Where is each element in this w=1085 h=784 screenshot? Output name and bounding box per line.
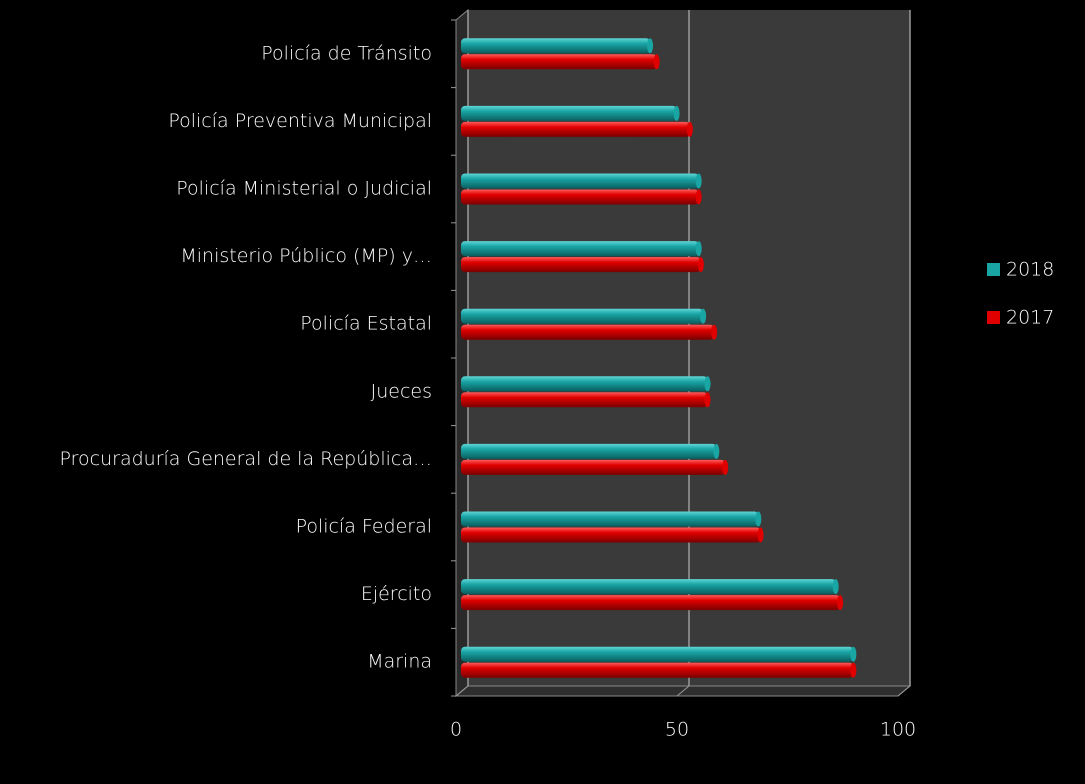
bar-cap: [704, 376, 711, 392]
y-tick-label: Ejército: [361, 583, 432, 605]
bar: [461, 308, 704, 324]
bar-cap: [832, 579, 839, 595]
bar-cap: [695, 241, 702, 257]
bar: [461, 376, 708, 392]
bar: [461, 324, 715, 340]
x-tick-label: 50: [665, 719, 689, 741]
x-tick: [897, 685, 911, 697]
bar-cap: [755, 511, 762, 527]
bar: [461, 459, 726, 475]
x-tick-label: 100: [880, 719, 916, 741]
y-tick-label: Policía Preventiva Municipal: [168, 110, 432, 132]
bar-cap: [704, 392, 711, 408]
x-tick-label: 0: [450, 719, 462, 741]
y-tick-label: Ministerio Público (MP) y…: [180, 245, 432, 267]
bar: [461, 38, 651, 54]
bar: [461, 579, 836, 595]
bar: [461, 646, 854, 662]
bar-cap: [647, 38, 654, 54]
bar: [461, 173, 699, 189]
bar-cap: [653, 54, 660, 70]
bar: [461, 662, 854, 678]
bar: [461, 54, 657, 70]
bar-cap: [713, 443, 720, 459]
bar-cap: [850, 646, 857, 662]
bar-cap: [837, 595, 844, 611]
bar: [461, 189, 699, 205]
legend-label: 2017: [1006, 307, 1054, 329]
bar: [461, 392, 708, 408]
y-tick-label: Jueces: [371, 380, 432, 402]
bar: [461, 527, 761, 543]
y-tick-label: Procuraduría General de la República…: [60, 448, 432, 470]
y-tick-label: Policía Federal: [296, 516, 432, 538]
bar-cap: [697, 257, 704, 273]
bar: [461, 511, 759, 527]
bar-cap: [850, 662, 857, 678]
y-tick-label: Policía Ministerial o Judicial: [176, 178, 432, 200]
bar-cap: [686, 121, 693, 137]
legend-swatch: [987, 311, 1000, 324]
y-tick-label: Policía Estatal: [300, 313, 432, 335]
bar-cap: [711, 324, 718, 340]
bar-cap: [722, 459, 729, 475]
bar: [461, 443, 717, 459]
y-tick-label: Marina: [367, 651, 432, 673]
bar-cap: [700, 308, 707, 324]
bar: [461, 241, 699, 257]
bar: [461, 595, 841, 611]
y-tick-label: Policía de Tránsito: [261, 42, 432, 64]
x-tick: [455, 685, 469, 697]
bar-cap: [757, 527, 764, 543]
bar: [461, 121, 690, 137]
bar-cap: [695, 189, 702, 205]
legend-swatch: [987, 263, 1000, 276]
x-tick: [676, 685, 690, 697]
legend-label: 2018: [1006, 259, 1054, 281]
bar-cap: [673, 105, 680, 121]
bar: [461, 257, 701, 273]
bar: [461, 105, 677, 121]
bar-cap: [695, 173, 702, 189]
